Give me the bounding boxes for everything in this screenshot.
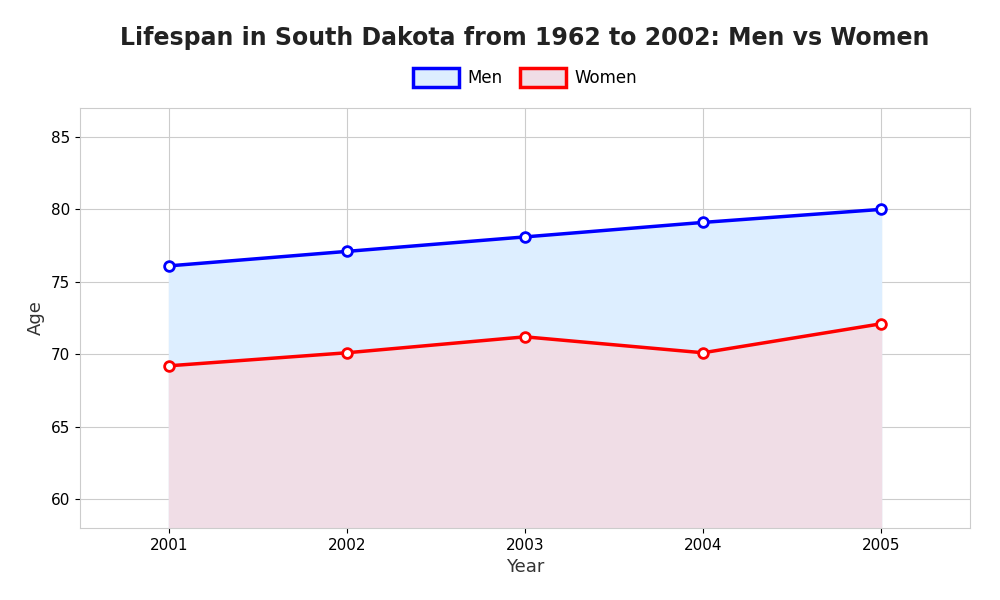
X-axis label: Year: Year	[506, 558, 544, 576]
Title: Lifespan in South Dakota from 1962 to 2002: Men vs Women: Lifespan in South Dakota from 1962 to 20…	[120, 26, 930, 50]
Legend: Men, Women: Men, Women	[406, 62, 644, 94]
Y-axis label: Age: Age	[27, 301, 45, 335]
